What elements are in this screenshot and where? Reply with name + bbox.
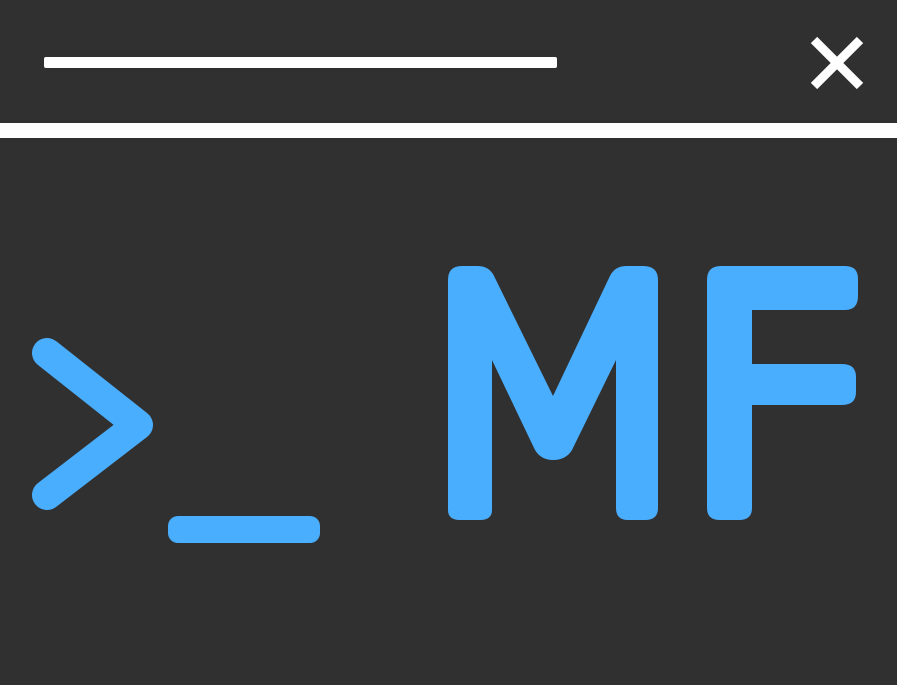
window-right-edge bbox=[897, 0, 899, 685]
titlebar-divider bbox=[0, 123, 897, 138]
prompt-chevron-icon bbox=[32, 338, 153, 510]
logo-letter-f bbox=[707, 266, 858, 520]
window-title-placeholder-bar bbox=[44, 57, 557, 68]
close-button[interactable] bbox=[804, 32, 870, 94]
window-titlebar bbox=[0, 0, 897, 123]
terminal-content bbox=[0, 138, 897, 685]
logo-artwork bbox=[32, 266, 858, 543]
close-icon bbox=[810, 36, 864, 90]
prompt-cursor-icon bbox=[168, 516, 320, 543]
logo-letter-m bbox=[448, 266, 658, 520]
